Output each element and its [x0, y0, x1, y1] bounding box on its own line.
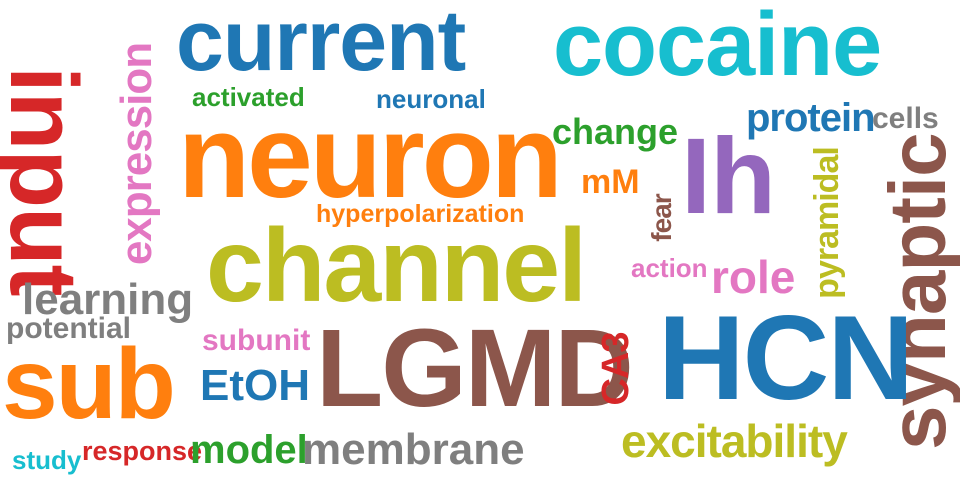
word-lgmd: LGMD [316, 307, 634, 430]
word-channel: channel [206, 208, 587, 324]
word-sub: sub [2, 328, 176, 440]
word-activated: activated [192, 82, 305, 112]
word-potential: potential [6, 312, 131, 345]
word-cocaine: cocaine [553, 0, 882, 95]
word-current: current [176, 0, 466, 89]
word-ih: Ih [681, 115, 776, 236]
word-fear: fear [646, 194, 677, 242]
word-neuronal: neuronal [376, 84, 486, 114]
word-hyperpolarization: hyperpolarization [316, 200, 525, 228]
word-excitability: excitability [621, 415, 848, 467]
word-study: study [12, 445, 82, 475]
word-hcn: HCN [658, 291, 914, 425]
word-input: input [0, 66, 97, 296]
word-ca3: CA3 [595, 332, 637, 406]
word-cells: cells [872, 102, 939, 135]
word-mm: mM [581, 163, 640, 201]
word-model: model [190, 428, 308, 472]
word-role: role [711, 251, 796, 303]
word-change: change [552, 111, 679, 152]
word-learning: learning [22, 275, 194, 324]
word-response: response [82, 436, 203, 466]
word-action: action [631, 253, 708, 283]
word-protein: protein [746, 96, 876, 140]
word-etoh: EtOH [200, 361, 310, 410]
word-expression: expression [112, 42, 161, 266]
word-neuron: neuron [178, 91, 563, 223]
word-subunit: subunit [202, 324, 311, 357]
word-membrane: membrane [302, 425, 525, 474]
